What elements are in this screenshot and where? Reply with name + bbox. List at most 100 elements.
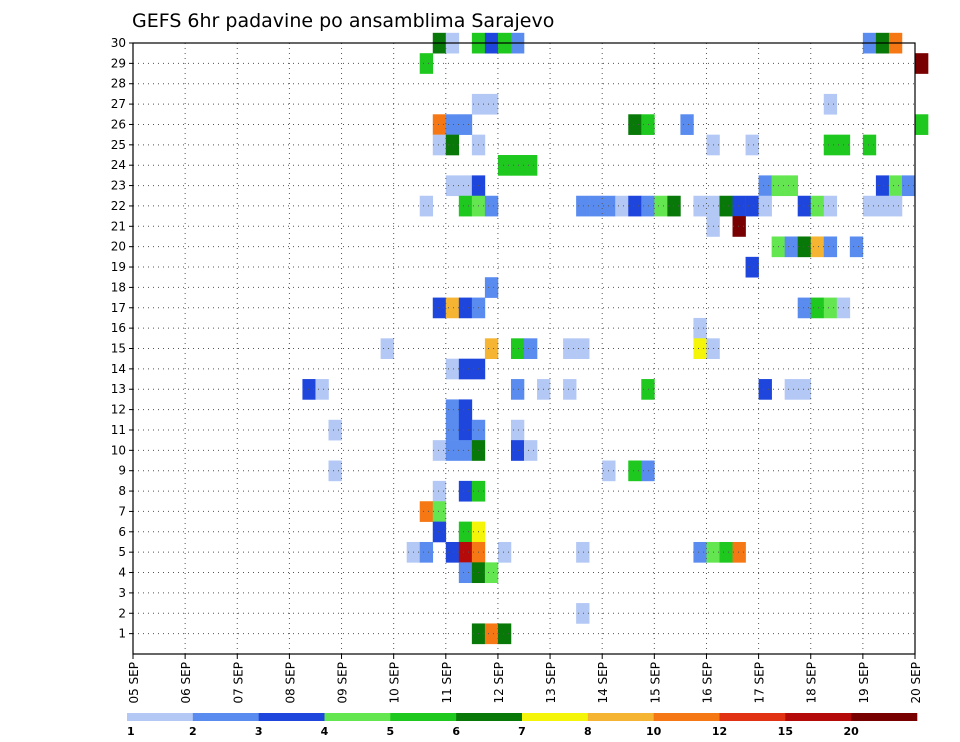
data-cell: [745, 134, 759, 156]
y-tick-label: 15: [111, 342, 126, 356]
y-tick-label: 18: [111, 280, 126, 294]
y-tick-label: 4: [118, 566, 126, 580]
x-tick-label: 13 SEP: [544, 662, 558, 704]
colorbar-swatch: [258, 713, 325, 721]
data-cell: [419, 541, 434, 563]
data-cell: [458, 195, 473, 217]
data-cell: [328, 460, 342, 482]
data-cell: [745, 195, 759, 217]
data-cell: [458, 399, 473, 421]
data-cell: [732, 195, 746, 217]
y-tick-label: 22: [111, 199, 126, 213]
y-tick-label: 28: [111, 77, 126, 91]
x-tick-label: 10 SEP: [388, 662, 402, 704]
colorbar-label: 15: [778, 725, 793, 738]
data-cell: [758, 175, 772, 197]
data-cell: [458, 562, 473, 584]
x-tick-label: 19 SEP: [857, 662, 871, 704]
colorbar-label: 7: [518, 725, 526, 738]
data-cell: [432, 480, 447, 502]
data-cell: [458, 114, 473, 135]
colorbar-swatch: [785, 713, 852, 721]
data-cell: [823, 195, 838, 217]
data-cell: [667, 195, 681, 217]
data-cell: [823, 297, 838, 319]
colorbar-swatch: [456, 713, 523, 721]
data-cell: [445, 399, 460, 421]
data-cell: [758, 195, 772, 217]
data-cell: [445, 358, 460, 380]
data-cell: [484, 338, 499, 359]
data-cell: [510, 419, 525, 441]
x-tick-label: 20 SEP: [909, 662, 923, 704]
colorbar-label: 4: [321, 725, 329, 738]
data-cell: [432, 297, 447, 319]
data-cell: [823, 93, 838, 115]
data-cell: [576, 541, 590, 563]
y-tick-label: 3: [118, 586, 126, 600]
x-tick-label: 08 SEP: [283, 662, 297, 704]
data-cell: [458, 521, 473, 543]
data-cell: [862, 134, 877, 156]
data-cell: [524, 440, 538, 461]
data-cell: [797, 236, 812, 258]
y-tick-label: 25: [111, 138, 126, 152]
data-cell: [458, 480, 473, 502]
data-cell: [458, 419, 473, 441]
colorbar-swatch: [653, 713, 720, 721]
data-cell: [576, 338, 590, 359]
y-tick-label: 26: [111, 117, 126, 131]
data-cell: [315, 379, 329, 400]
colorbar: 1 2 3 4 5 6 7 8 10 12 15 20: [127, 713, 918, 738]
data-cell: [784, 175, 798, 197]
data-cell: [680, 114, 694, 135]
y-tick-label: 30: [111, 36, 126, 50]
data-cell: [732, 541, 746, 563]
chart-title: GEFS 6hr padavine po ansamblima Sarajevo: [132, 10, 554, 32]
colorbar-swatch: [851, 713, 918, 721]
data-cell: [797, 297, 812, 319]
data-cell: [862, 195, 877, 217]
data-cell: [784, 379, 798, 400]
data-cell: [915, 114, 929, 135]
data-cell: [875, 175, 890, 197]
data-cell: [628, 114, 642, 135]
grid-lines: [133, 43, 915, 654]
x-tick-label: 05 SEP: [127, 662, 141, 704]
colorbar-label: 5: [387, 725, 395, 738]
data-cell: [484, 277, 499, 298]
data-cell: [497, 155, 512, 176]
y-tick-label: 14: [111, 362, 126, 376]
data-cell: [445, 419, 460, 441]
colorbar-label: 8: [584, 725, 592, 738]
data-cell: [458, 541, 473, 563]
data-cell: [432, 114, 447, 135]
data-cell: [458, 440, 473, 461]
y-tick-label: 27: [111, 97, 126, 111]
data-cell: [484, 93, 499, 115]
colorbar-swatch: [192, 713, 259, 721]
data-cell: [693, 195, 707, 217]
data-cell: [497, 623, 512, 645]
colorbar-label: 12: [712, 725, 727, 738]
x-tick-label: 18 SEP: [805, 662, 819, 704]
data-cell: [445, 541, 460, 563]
data-cell: [432, 501, 447, 522]
data-cells: [302, 32, 929, 645]
y-tick-label: 7: [118, 504, 126, 518]
x-tick-label: 09 SEP: [336, 662, 350, 704]
data-cell: [432, 440, 447, 461]
data-cell: [419, 53, 434, 74]
x-tick-label: 12 SEP: [492, 662, 506, 704]
y-tick-label: 29: [111, 56, 126, 70]
y-tick-label: 1: [118, 627, 126, 641]
y-tick-label: 21: [111, 219, 126, 233]
data-cell: [693, 317, 707, 339]
data-cell: [732, 216, 746, 237]
x-tick-label: 06 SEP: [179, 662, 193, 704]
data-cell: [641, 379, 655, 400]
data-cell: [810, 297, 825, 319]
y-tick-label: 12: [111, 403, 126, 417]
colorbar-label: 3: [255, 725, 263, 738]
data-cell: [510, 155, 525, 176]
